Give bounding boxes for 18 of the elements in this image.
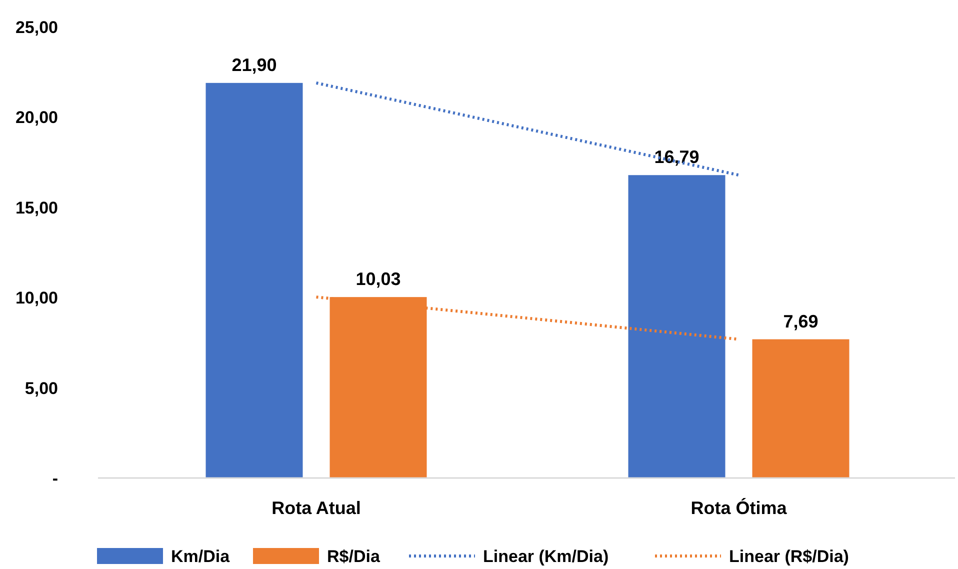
legend-label: Linear (Km/Dia) bbox=[483, 546, 609, 566]
legend-label: Km/Dia bbox=[171, 546, 230, 566]
legend-label: Linear (R$/Dia) bbox=[729, 546, 849, 566]
y-tick-label: 10,00 bbox=[15, 288, 58, 308]
y-tick-label: 5,00 bbox=[24, 378, 58, 398]
x-tick-label: Rota Atual bbox=[272, 498, 361, 518]
data-label: 21,90 bbox=[232, 54, 277, 75]
data-label: 10,03 bbox=[356, 269, 401, 290]
y-tick-label: 20,00 bbox=[15, 108, 58, 128]
bar bbox=[752, 339, 850, 478]
x-tick-label: Rota Ótima bbox=[690, 498, 788, 518]
legend-label: R$/Dia bbox=[327, 546, 380, 566]
data-label: 7,69 bbox=[783, 311, 818, 332]
y-tick-label: 25,00 bbox=[15, 18, 58, 37]
y-tick-label: 15,00 bbox=[15, 198, 58, 218]
y-tick-label: - bbox=[52, 468, 58, 488]
bar bbox=[206, 82, 303, 478]
data-label: 16,79 bbox=[654, 147, 700, 168]
